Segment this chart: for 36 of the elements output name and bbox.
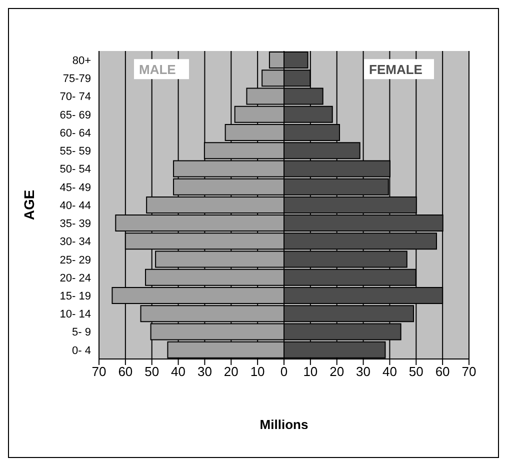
y-tick-label: 20- 24 xyxy=(60,272,91,284)
x-tick-label: 50 xyxy=(408,364,424,380)
x-tick-label: 30 xyxy=(356,364,371,380)
y-tick-label: 15- 19 xyxy=(60,290,91,302)
x-tick-label: 70 xyxy=(92,364,106,380)
x-tick-label: 10 xyxy=(303,364,318,380)
y-tick-label: 50- 54 xyxy=(60,164,91,176)
y-tick-label: 30- 34 xyxy=(60,236,91,248)
y-tick-label: 55- 59 xyxy=(60,146,91,158)
y-tick-label: 25- 29 xyxy=(60,254,91,266)
y-tick-label: 65- 69 xyxy=(60,109,91,122)
y-tick-label: 60- 64 xyxy=(60,127,91,140)
y-axis-title: AGE xyxy=(20,190,37,220)
y-tick-label: 0- 4 xyxy=(72,344,91,357)
y-tick-label: 45- 49 xyxy=(60,182,91,194)
x-tick-label: 10 xyxy=(250,364,265,380)
x-tick-label: 60 xyxy=(118,364,133,380)
x-tick-label: 40 xyxy=(382,364,397,380)
y-tick-label: 5- 9 xyxy=(72,326,91,339)
x-tick-label: 20 xyxy=(224,364,238,380)
y-tick-label: 10- 14 xyxy=(60,308,91,321)
y-tick-label: 75-79 xyxy=(62,73,91,86)
x-tick-label: 50 xyxy=(144,364,160,380)
x-tick-label: 40 xyxy=(171,364,186,380)
text: MALE xyxy=(139,62,176,78)
y-tick-label: 40- 44 xyxy=(60,200,91,212)
y-tick-label: 35- 39 xyxy=(60,218,91,230)
x-tick-label: 30 xyxy=(197,364,212,380)
x-axis-title: Millions xyxy=(260,417,308,432)
x-tick-label: 20 xyxy=(330,364,344,380)
y-tick-label: 70- 74 xyxy=(60,91,91,104)
x-tick-label: 60 xyxy=(435,364,450,380)
text: FEMALE xyxy=(369,62,423,78)
y-tick-label: 80+ xyxy=(72,54,91,67)
x-tick-label: 70 xyxy=(462,364,476,380)
x-tick-label: 0 xyxy=(280,364,288,380)
